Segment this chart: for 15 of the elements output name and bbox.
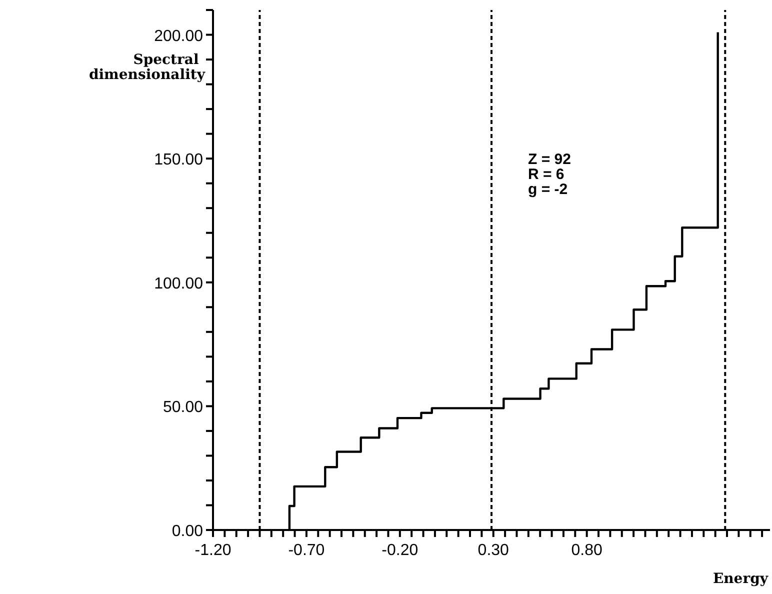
x-tick-label: -0.70 xyxy=(288,542,325,559)
y-tick-label: 150.00 xyxy=(154,152,204,169)
y-tick-label: 0.00 xyxy=(172,523,204,540)
x-tick-label: -1.20 xyxy=(194,542,232,559)
y-tick-label: 200.00 xyxy=(154,28,204,45)
x-tick-label: 0.80 xyxy=(571,542,602,559)
annotation: g = -2 xyxy=(528,181,568,198)
y-axis-title: Spectral dimensionality xyxy=(88,52,206,83)
y-tick-label: 100.00 xyxy=(154,275,204,292)
annotation: Z = 92 xyxy=(528,151,571,168)
y-tick-label: 50.00 xyxy=(162,399,204,416)
x-tick-label: -0.20 xyxy=(382,542,418,559)
x-tick-label: 0.30 xyxy=(478,542,510,559)
x-axis-title: Energy xyxy=(712,571,769,587)
annotation: R = 6 xyxy=(528,166,564,183)
